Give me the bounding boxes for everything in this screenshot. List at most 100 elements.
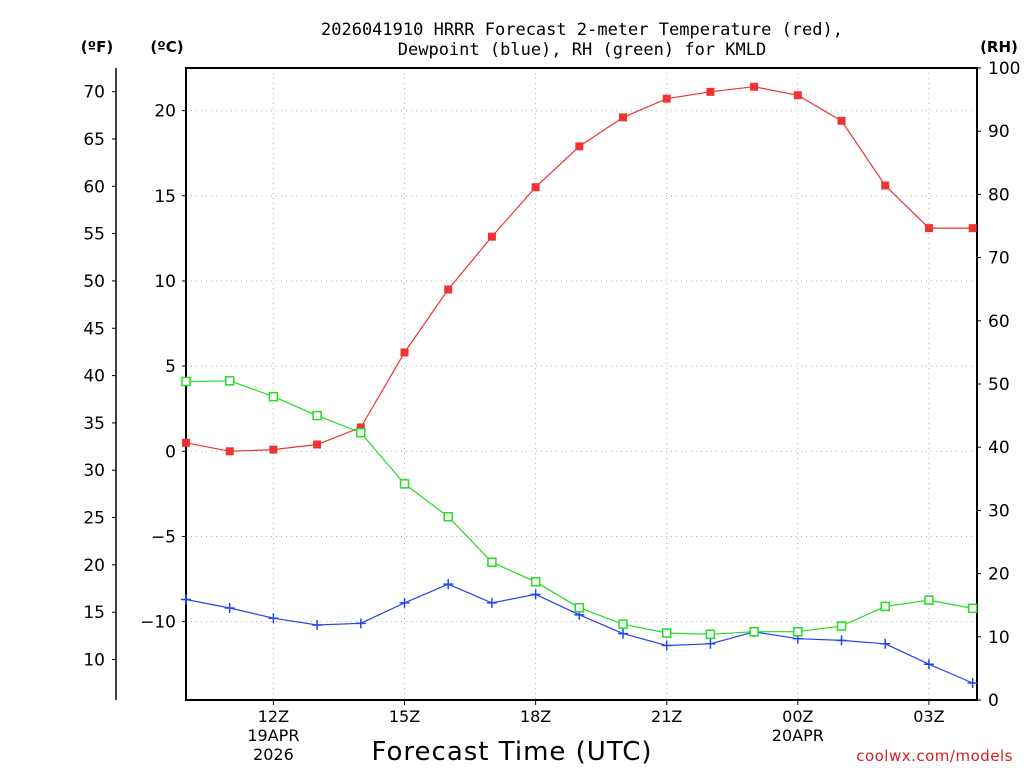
rh-point: [268, 391, 279, 402]
dewpoint-point: [268, 613, 279, 624]
celsius-tick-label: 0: [165, 442, 176, 462]
dewpoint-point: [486, 597, 497, 608]
rh-point: [924, 595, 934, 605]
x-tick-label: 18Z: [520, 707, 551, 726]
fahrenheit-tick-label: 35: [83, 414, 105, 434]
fahrenheit-tick-label: 70: [83, 83, 105, 103]
gridlines: [186, 68, 977, 700]
dewpoint-point: [661, 640, 672, 651]
rh-point: [836, 621, 847, 631]
fahrenheit-tick-label: 10: [83, 650, 105, 670]
rh-point: [793, 626, 803, 637]
fahrenheit-tick-label: 20: [83, 556, 105, 576]
rh-tick-label: 0: [988, 691, 999, 711]
fahrenheit-tick-label: 45: [83, 319, 105, 339]
rh-point: [574, 602, 585, 613]
2-meter-temperature-point: [837, 116, 846, 125]
axes: 10 15 20 25 30 35 40 45 50 55 60 65 70 −10 −5 0 5 10 15 20 0…: [83, 59, 1020, 764]
x-tick-label: 03Z: [913, 707, 944, 726]
rh-point: [880, 601, 890, 612]
dewpoint-point: [181, 594, 191, 605]
dewpoint-point: [443, 579, 454, 590]
rh-point: [749, 626, 759, 637]
data-series: [181, 82, 978, 688]
fahrenheit-tick-label: 40: [83, 367, 105, 387]
fahrenheit-tick-label: 60: [83, 177, 105, 197]
rh-point: [443, 511, 453, 522]
rh-axis-unit: (RH): [980, 38, 1018, 56]
2-meter-temperature-point: [444, 285, 453, 294]
2-meter-temperature-point: [924, 224, 933, 233]
rh-tick-label: 70: [988, 249, 1010, 269]
x-year-label: 2026: [253, 745, 294, 764]
2-meter-temperature-line: [185, 86, 973, 452]
2-meter-temperature-point: [269, 445, 278, 454]
fahrenheit-axis-unit: (ºF): [81, 38, 113, 56]
celsius-axis-unit: (ºC): [150, 38, 183, 56]
fahrenheit-tick-label: 30: [83, 461, 105, 481]
x-tick-label: 12Z: [258, 707, 289, 726]
rh-point: [618, 619, 628, 629]
rh-point: [224, 376, 235, 386]
dewpoint-line: [185, 583, 973, 684]
rh-tick-label: 10: [988, 628, 1010, 648]
rh-point: [661, 628, 672, 638]
dewpoint-point: [923, 659, 934, 670]
fahrenheit-tick-label: 50: [83, 272, 105, 292]
x-date-label: 20APR: [772, 726, 824, 745]
fahrenheit-tick-label: 15: [83, 603, 105, 623]
rh-point: [312, 410, 322, 421]
dewpoint-point: [705, 638, 716, 649]
x-tick-label: 21Z: [651, 707, 682, 726]
rh-point: [967, 603, 978, 614]
rh-tick-label: 100: [988, 59, 1020, 79]
dewpoint-point: [967, 677, 978, 688]
chart-title-line1: 2026041910 HRRR Forecast 2-meter Tempera…: [321, 20, 843, 40]
2-meter-temperature-point: [968, 224, 977, 233]
dewpoint-point: [530, 589, 541, 600]
2-meter-temperature-point: [531, 183, 540, 192]
x-tick-label: 00Z: [782, 707, 813, 726]
2-meter-temperature-point: [400, 348, 409, 357]
2-meter-temperature-point: [793, 91, 802, 100]
chart-title-line2: Dewpoint (blue), RH (green) for KMLD: [398, 40, 766, 60]
rh-tick-label: 30: [988, 501, 1010, 521]
rh-tick-label: 20: [988, 565, 1010, 585]
fahrenheit-tick-label: 65: [83, 130, 105, 150]
rh-point: [399, 479, 410, 489]
2-meter-temperature-point: [487, 232, 496, 241]
rh-point: [705, 629, 716, 640]
2-meter-temperature-point: [706, 87, 715, 96]
rh-tick-label: 40: [988, 438, 1010, 458]
rh-point: [487, 557, 497, 567]
x-date-label: 19APR: [247, 726, 299, 745]
2-meter-temperature-point: [313, 440, 322, 449]
rh-tick-label: 90: [988, 122, 1010, 142]
2-meter-temperature-point: [662, 94, 671, 103]
rh-point: [530, 577, 541, 587]
dewpoint-point: [224, 603, 235, 614]
dewpoint-point: [836, 635, 847, 646]
celsius-tick-label: −5: [151, 527, 176, 547]
dewpoint-point: [618, 628, 629, 639]
dewpoint-point: [880, 638, 891, 649]
rh-point: [356, 427, 366, 438]
dewpoint-point: [399, 597, 410, 608]
x-axis-label: Forecast Time (UTC): [371, 737, 652, 767]
x-tick-label: 15Z: [389, 707, 420, 726]
2-meter-temperature-point: [619, 113, 628, 122]
celsius-tick-label: 15: [154, 187, 176, 207]
dewpoint-point: [355, 618, 366, 629]
celsius-tick-label: −10: [140, 613, 176, 633]
2-meter-temperature-point: [881, 181, 890, 190]
celsius-tick-label: 10: [154, 272, 176, 292]
rh-line: [185, 380, 973, 635]
celsius-tick-label: 20: [154, 102, 176, 122]
rh-tick-label: 80: [988, 185, 1010, 205]
fahrenheit-tick-label: 55: [83, 225, 105, 245]
2-meter-temperature-point: [750, 82, 759, 91]
2-meter-temperature-point: [182, 438, 190, 447]
2-meter-temperature-point: [356, 423, 365, 432]
rh-tick-label: 60: [988, 312, 1010, 332]
